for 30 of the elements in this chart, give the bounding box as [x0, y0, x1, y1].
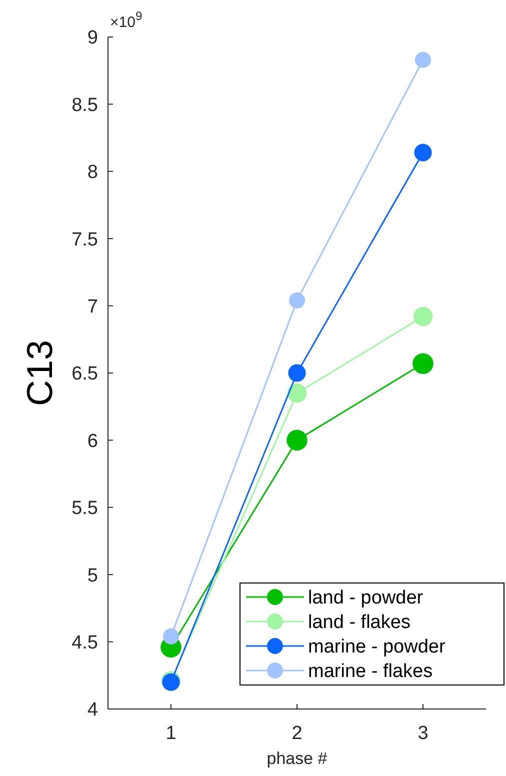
y-tick-label: 6.5 [72, 364, 98, 385]
point [287, 384, 307, 403]
x-tick-label: 2 [292, 723, 302, 744]
point [413, 306, 433, 326]
point [289, 292, 305, 308]
y-tick-label: 7 [87, 296, 98, 318]
point [412, 353, 434, 374]
legend-label: land - powder [308, 588, 424, 609]
y-tick-label: 4 [87, 700, 98, 721]
y-tick-label: 5.5 [72, 498, 98, 520]
y-tick-label: 8.5 [72, 94, 98, 116]
x-axis-title: phase # [266, 749, 328, 768]
y-tick-label: 5 [87, 565, 98, 586]
legend-label: land - flakes [308, 612, 410, 634]
point [415, 52, 431, 68]
legend-label: marine - flakes [308, 661, 433, 682]
point [163, 628, 179, 644]
x-tick-label: 1 [166, 723, 176, 744]
text: ×10$^{9}$ [110, 9, 142, 31]
y-tick-label: 8 [87, 162, 98, 184]
point [414, 144, 432, 162]
x-tick-label: 3 [418, 723, 428, 744]
y-tick-label: 6 [87, 430, 98, 452]
y-tick-label: 7.5 [72, 229, 98, 250]
legend-label: marine - powder [308, 636, 446, 658]
point [286, 430, 308, 451]
point [288, 364, 306, 382]
y-axis-title: C13 [19, 340, 60, 406]
y-tick-label: 9 [87, 28, 98, 49]
y-tick-label: 4.5 [72, 632, 98, 654]
